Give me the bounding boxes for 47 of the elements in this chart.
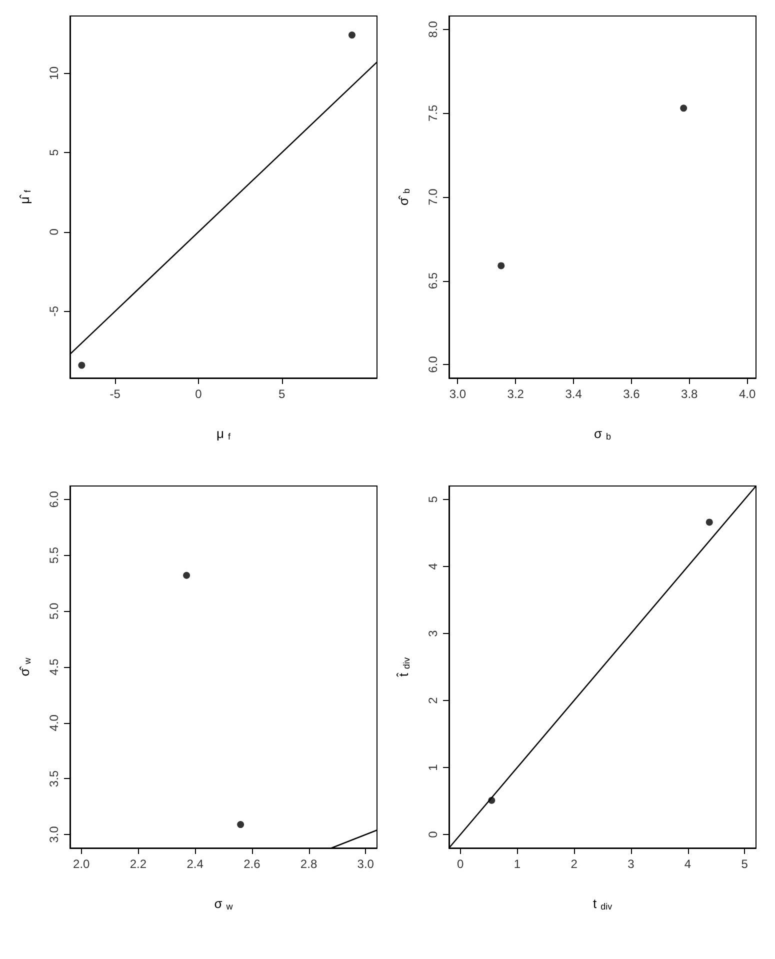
- x-tick-label: 2.4: [186, 857, 204, 871]
- x-tick-label: 3.6: [623, 387, 640, 401]
- x-tick-label: 0: [195, 387, 202, 401]
- x-tick-label: 2.6: [244, 857, 261, 871]
- x-tick-label: 4: [684, 857, 692, 871]
- x-tick-label: 3.2: [507, 387, 524, 401]
- y-tick-label: 10: [47, 66, 61, 80]
- y-axis-title: σ̂b: [396, 188, 412, 206]
- y-tick-label: 3.5: [47, 770, 61, 788]
- y-axis-title: t̂div: [396, 656, 412, 678]
- x-tick-label: 2.2: [130, 857, 147, 871]
- y-tick-label: 4: [426, 562, 440, 570]
- x-tick-label: 5: [278, 387, 286, 401]
- x-tick-label: -5: [110, 387, 121, 401]
- y-axis-title: σ̂w: [17, 657, 32, 676]
- x-tick-label: 1: [514, 857, 521, 871]
- x-tick-label: 2.8: [300, 857, 318, 871]
- x-tick-label: 3.0: [357, 857, 374, 871]
- y-tick-label: 0: [47, 228, 61, 236]
- x-tick-label: 0: [457, 857, 464, 871]
- y-tick-label: 5.5: [47, 546, 61, 564]
- y-tick-label: 3: [426, 630, 440, 637]
- x-tick-label: 3.4: [565, 387, 582, 401]
- y-tick-label: 3.0: [47, 826, 61, 843]
- x-tick-label: 4.0: [738, 387, 756, 401]
- x-tick-label: 3.8: [681, 387, 698, 401]
- y-tick-label: 6.0: [47, 490, 61, 508]
- y-tick-label: 8.0: [426, 20, 440, 38]
- y-tick-label: 5.0: [47, 602, 61, 620]
- y-tick-label: 0: [426, 830, 440, 838]
- x-tick-label: 5: [741, 857, 748, 871]
- y-tick-label: 5: [426, 496, 440, 503]
- y-tick-label: 2: [426, 696, 440, 704]
- y-tick-label: 6.0: [426, 356, 440, 373]
- y-tick-label: -5: [47, 306, 61, 317]
- x-tick-label: 2.0: [73, 857, 90, 871]
- y-tick-label: 7.5: [426, 104, 440, 122]
- x-tick-label: 3.0: [449, 387, 466, 401]
- y-axis-title: μ̂f: [17, 190, 32, 204]
- y-tick-label: 5: [47, 148, 61, 156]
- y-tick-label: 7.0: [426, 188, 440, 206]
- x-tick-label: 2: [570, 857, 578, 871]
- y-tick-label: 6.5: [426, 272, 440, 290]
- y-tick-label: 1: [426, 764, 440, 771]
- x-tick-label: 3: [628, 857, 635, 871]
- y-tick-label: 4.0: [47, 714, 61, 732]
- y-tick-label: 4.5: [47, 658, 61, 676]
